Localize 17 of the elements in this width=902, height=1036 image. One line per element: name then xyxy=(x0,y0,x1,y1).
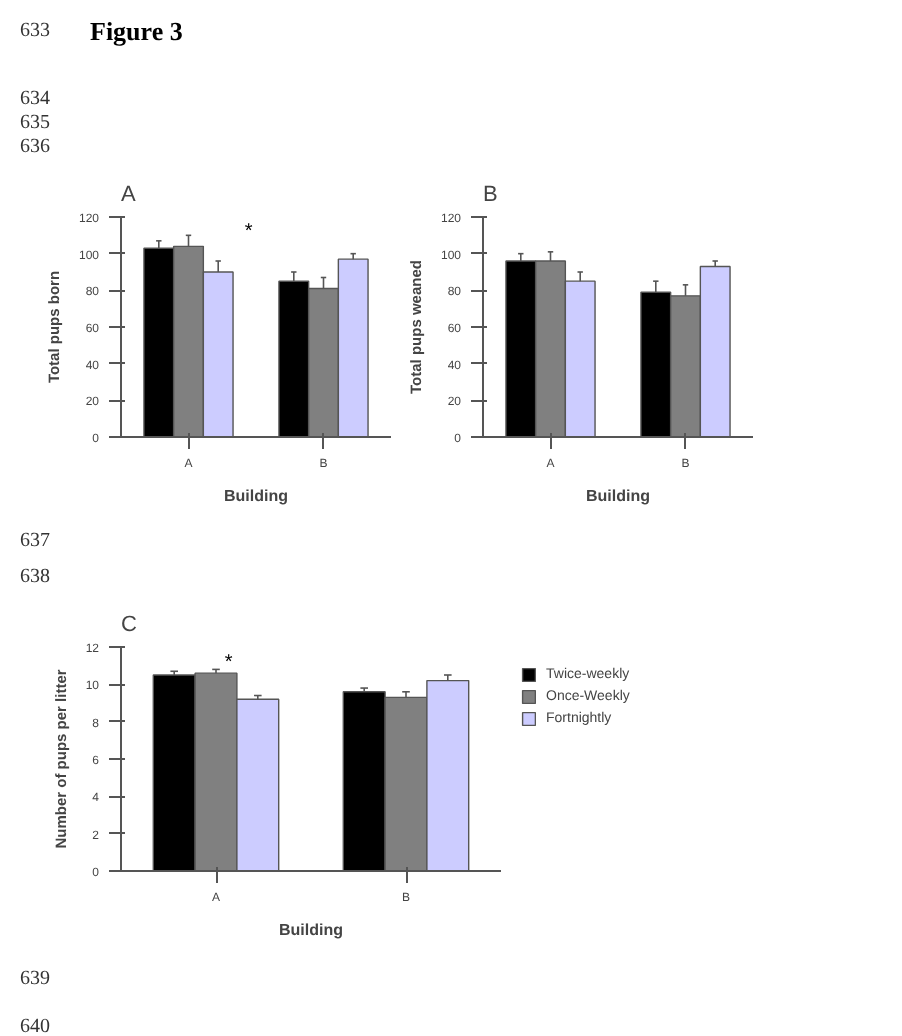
x-axis-title: Building xyxy=(224,487,289,505)
text: 633 xyxy=(20,18,50,46)
text: 640 xyxy=(20,1014,50,1036)
caption: Figure 3 xyxy=(90,14,183,50)
text: 634 xyxy=(20,86,50,114)
text: 637 xyxy=(20,528,50,556)
x-axis-title: Building xyxy=(279,921,344,939)
annotation: * xyxy=(224,651,233,674)
text: 636 xyxy=(20,134,50,162)
annotation: * xyxy=(244,221,253,244)
chart-title: A xyxy=(121,183,137,207)
text: 639 xyxy=(20,966,50,994)
text: 635 xyxy=(20,110,50,138)
x-axis-title: Building xyxy=(586,487,651,505)
text: 638 xyxy=(20,564,50,592)
chart-title: C xyxy=(121,613,137,637)
chart-title: B xyxy=(483,183,498,207)
